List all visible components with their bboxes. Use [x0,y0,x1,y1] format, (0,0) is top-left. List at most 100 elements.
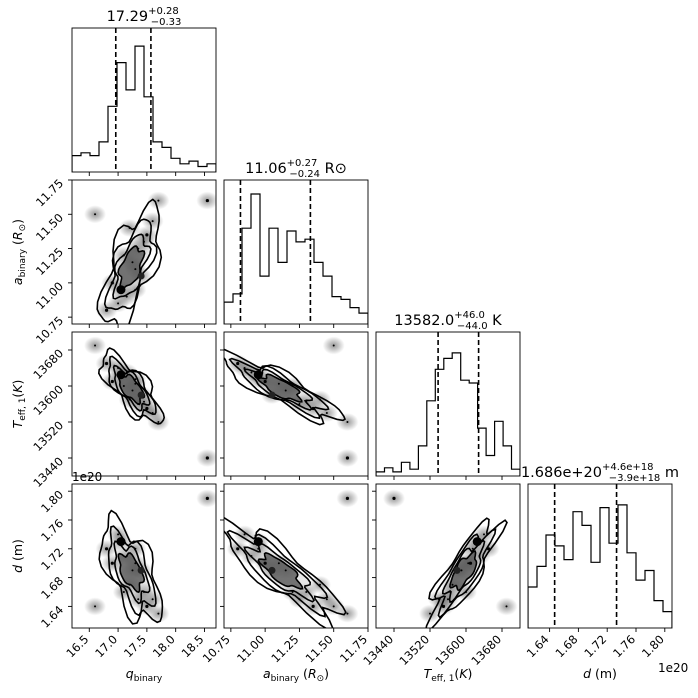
sample-point [205,198,209,203]
density-a_binary-q_binary [84,191,216,324]
sample-point [298,598,301,601]
x-tick-label: 1.80 [639,632,667,660]
sample-point [291,591,294,593]
sample-point [250,371,253,374]
sample-point [277,382,280,385]
density-peak [137,272,145,280]
sample-point [134,382,137,385]
panel-frame [71,331,217,477]
contour-level-3 [449,550,478,592]
x-tick-label: 13440 [360,632,396,668]
density-peak [137,566,145,574]
sample-point [143,240,145,243]
density-d-a_binary [224,489,359,628]
sample-point [325,412,328,414]
sample-point [478,555,481,557]
sample-point [104,361,109,366]
sample-point [346,612,349,615]
contour-level-1 [107,525,157,617]
density-peak [116,537,126,547]
density-d-T_eff1 [383,489,518,628]
sample-point [134,562,137,565]
sample-point [471,547,474,550]
sample-point [145,233,149,237]
contour-level-0 [425,517,508,628]
sample-point [392,496,396,500]
histogram-q_binary [72,45,216,172]
panel-frame [223,483,369,629]
sample-point [134,288,137,291]
x-axis-label-q: qbinary [126,666,163,684]
sample-point [438,598,440,601]
sample-point [451,583,454,586]
sample-point [117,533,120,536]
x-tick-label: 17.0 [92,632,120,660]
y-scale-factor-d: 1e20 [72,470,102,484]
panel-title-T_eff1: 13582.0+46.0 −44.0 K [394,310,502,332]
sample-point [137,247,140,250]
panel-d-vs-d: 1.686e+20+4.6e+18 −3.9e+18 m1.64 1.68 1.72 1… [521,462,679,660]
sample-point [236,547,240,551]
panel-frame [71,179,217,325]
sample-point [305,591,308,593]
contour-level-1 [226,529,329,618]
sample-point [205,496,209,500]
sample-point [94,605,97,608]
sample-point [332,605,335,608]
sample-point [128,227,131,229]
sample-point [145,406,149,411]
density-peak [268,391,276,399]
panel-q_binary-vs-q_binary: 17.29+0.28 −0.33 [71,6,217,176]
x-tick-label: 11.25 [268,632,301,665]
contour-level-1 [108,355,157,418]
contour-level-0 [98,509,164,625]
x-axis-label-d: d (m) [583,666,617,681]
density-d-q_binary [84,489,216,625]
x-tick-label: 13520 [396,632,432,668]
sample-point [284,389,287,392]
y-tick-label: 13520 [30,418,66,454]
x-tick-label: 1.64 [524,632,552,660]
x-axis-label-a: abinary (R⊙) [263,666,329,684]
sample-point [441,604,446,609]
density-peak [253,537,263,547]
contour-level-3 [257,552,304,590]
sample-point [205,456,209,460]
sample-point [298,403,301,405]
panel-T_eff1-vs-T_eff1: 13582.0+46.0 −44.0 K [375,310,521,480]
sample-point [257,547,260,550]
sample-point [311,406,315,411]
contour-level-0 [97,347,166,425]
sample-point [110,561,114,565]
sample-point [104,547,109,551]
sample-point [243,367,246,369]
x-tick-label: 1.68 [553,632,581,660]
sample-point [122,254,125,257]
sample-point [460,569,463,572]
histogram-d [528,504,672,628]
panel-frame [527,483,673,629]
sample-point [284,569,287,572]
sample-point [243,533,246,536]
sample-point [122,591,125,593]
contour-level-1 [228,357,330,420]
sample-point [345,496,350,500]
sample-point [468,561,473,565]
sample-point [250,555,253,557]
sample-point [134,268,137,271]
y-axis-label-d: d (m) [10,539,25,573]
sample-point [467,562,470,565]
y-tick-label: 1.68 [38,574,66,602]
sample-point [125,555,128,557]
sample-point [131,389,134,392]
x-tick-label: 10.75 [200,632,233,665]
density-peak [137,391,145,399]
histogram-a_binary [224,193,368,324]
panel-title-d: 1.686e+20+4.6e+18 −3.9e+18 m [521,462,679,484]
sample-point [319,583,321,586]
sample-point [305,400,308,403]
contour-level-0 [224,516,347,628]
x-tick-label: 18.0 [150,632,178,660]
